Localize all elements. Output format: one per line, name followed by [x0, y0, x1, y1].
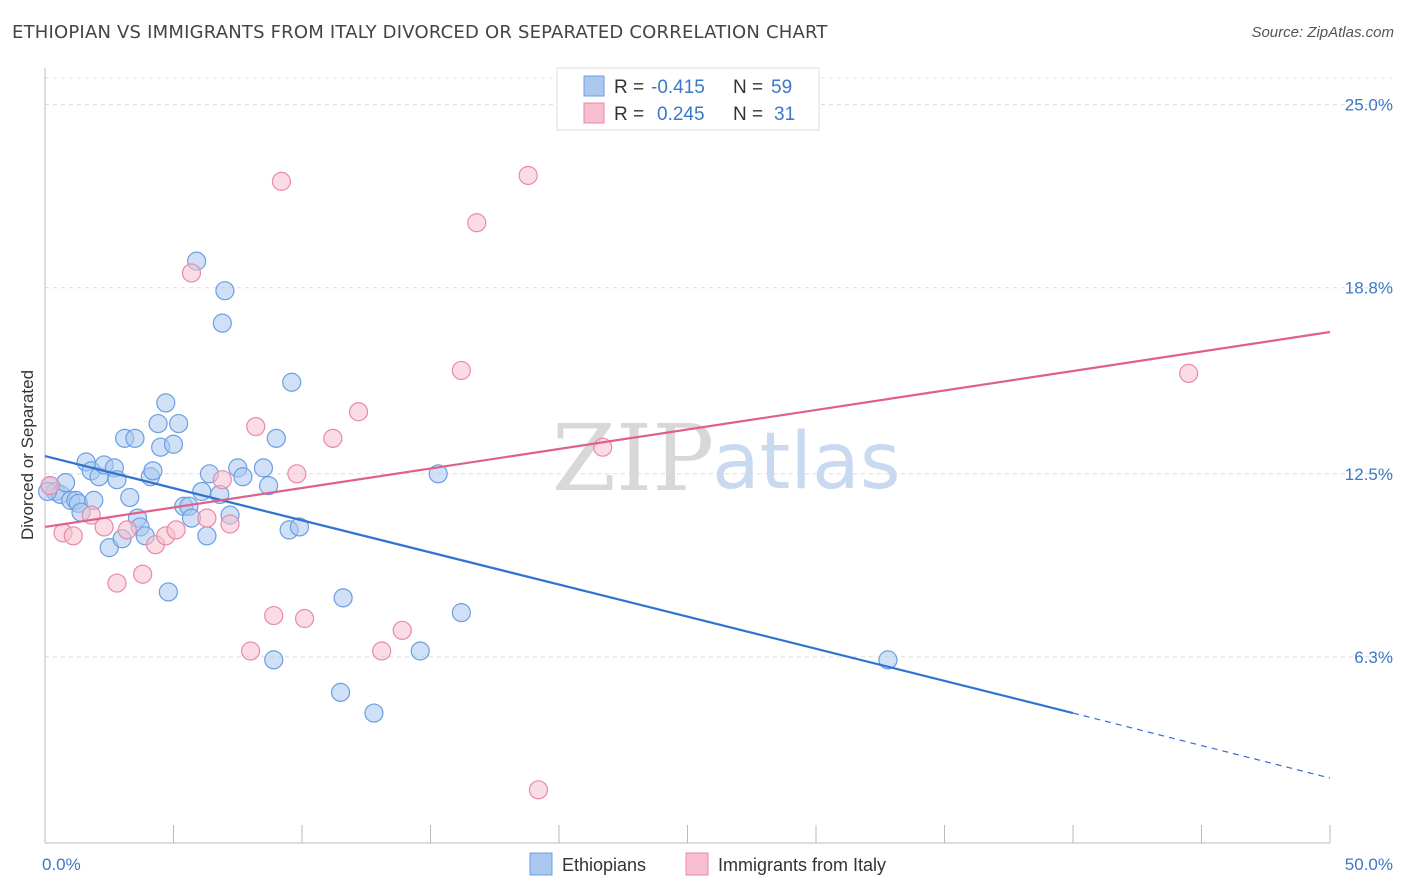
italy-point-19	[287, 464, 307, 484]
ethiopian-point-55	[428, 464, 448, 484]
ethiopian-point-25	[148, 413, 168, 434]
ethiopian-point-24	[143, 461, 163, 481]
italy-point-22	[348, 402, 369, 422]
x-tick-label-1: 50.0%	[1345, 855, 1393, 874]
legend-r-value-ethiopians: -0.415	[651, 77, 705, 98]
italy-point-2	[63, 526, 83, 546]
trend-line-dashed-0	[1072, 712, 1331, 779]
italy-point-27	[518, 165, 538, 186]
ethiopian-point-19	[125, 428, 145, 448]
ethiopian-point-44	[253, 458, 274, 478]
ethiopian-point-50	[289, 517, 310, 537]
italy-point-30	[1179, 363, 1199, 383]
ethiopian-point-43	[233, 467, 253, 487]
bottom-legend-swatch-italy	[685, 852, 709, 876]
legend-n-label-italy: N =	[733, 104, 763, 125]
y-axis-label: Divorced or Separated	[18, 370, 37, 540]
ethiopian-point-51	[333, 588, 353, 608]
ethiopian-point-54	[410, 641, 430, 661]
ethiopian-point-28	[158, 582, 178, 602]
italy-point-18	[271, 171, 292, 191]
chart-title: ETHIOPIAN VS IMMIGRANTS FROM ITALY DIVOR…	[12, 22, 828, 43]
y-tick-label-2: 18.8%	[1345, 279, 1393, 298]
ethiopian-point-56	[451, 603, 471, 623]
source-label: Source: ZipAtlas.com	[1251, 24, 1394, 41]
ethiopian-point-18	[120, 487, 140, 508]
italy-point-25	[451, 360, 471, 381]
bottom-legend-swatch-ethiopians	[529, 852, 553, 876]
ethiopian-point-45	[258, 476, 279, 496]
ethiopian-point-27	[156, 393, 176, 413]
x-tick-label-0: 0.0%	[42, 855, 81, 874]
italy-point-13	[212, 470, 232, 490]
y-tick-labels: 6.3% 12.5% 18.8% 25.0%	[1345, 96, 1393, 667]
legend-n-label-ethiopians: N =	[733, 77, 763, 98]
legend: R = -0.415 N = 59 R = 0.245 N = 31	[556, 67, 820, 131]
italy-point-12	[197, 508, 217, 528]
ethiopian-point-47	[266, 428, 286, 448]
italy-point-14	[220, 514, 240, 534]
y-tick-label-1: 12.5%	[1345, 465, 1393, 484]
italy-point-11	[181, 263, 202, 283]
legend-swatch-ethiopians	[583, 75, 605, 97]
legend-n-value-ethiopians: 59	[771, 77, 792, 98]
y-tick-label-3: 25.0%	[1345, 96, 1393, 115]
italy-point-16	[246, 416, 266, 437]
trend-line-1	[44, 330, 1331, 529]
ethiopian-point-46	[264, 650, 284, 670]
ethiopian-point-40	[212, 313, 232, 333]
italy-point-0	[40, 476, 60, 496]
italy-point-4	[94, 517, 114, 537]
bottom-legend-label-italy: Immigrants from Italy	[718, 855, 886, 875]
ethiopian-point-39	[215, 281, 235, 301]
watermark-atlas: atlas	[712, 417, 901, 507]
italy-point-5	[107, 573, 127, 593]
bottom-legend: Ethiopians Immigrants from Italy	[529, 852, 886, 876]
axes	[44, 68, 1331, 844]
legend-r-label-ethiopians: R =	[614, 77, 644, 98]
italy-point-21	[323, 428, 343, 448]
ethiopian-point-52	[330, 682, 351, 702]
italy-point-20	[294, 608, 315, 629]
bottom-legend-label-ethiopians: Ethiopians	[562, 855, 646, 875]
italy-point-15	[241, 641, 261, 661]
ethiopian-point-29	[163, 434, 184, 454]
x-tick-labels: 0.0% 50.0%	[42, 855, 1393, 874]
ethiopian-point-49	[282, 372, 302, 392]
italy-point-23	[372, 641, 392, 661]
italy-point-6	[117, 520, 137, 540]
ethiopian-point-30	[169, 413, 189, 434]
legend-n-value-italy: 31	[774, 104, 795, 125]
italy-point-10	[166, 520, 186, 540]
legend-r-value-italy: 0.245	[657, 104, 705, 125]
italy-point-28	[528, 780, 549, 800]
legend-r-label-italy: R =	[614, 104, 644, 125]
data-points	[37, 165, 1199, 800]
legend-swatch-italy	[583, 102, 605, 124]
trend-line-0	[44, 455, 1074, 715]
italy-point-17	[264, 605, 284, 626]
ethiopian-point-57	[878, 650, 898, 670]
italy-point-26	[467, 213, 487, 233]
y-tick-label-0: 6.3%	[1354, 648, 1393, 667]
ethiopian-point-53	[364, 703, 384, 723]
trend-lines	[44, 330, 1331, 779]
ethiopian-point-36	[197, 526, 217, 546]
italy-point-24	[392, 620, 412, 640]
watermark-zip: ZIP	[552, 405, 714, 512]
italy-point-7	[133, 564, 153, 584]
